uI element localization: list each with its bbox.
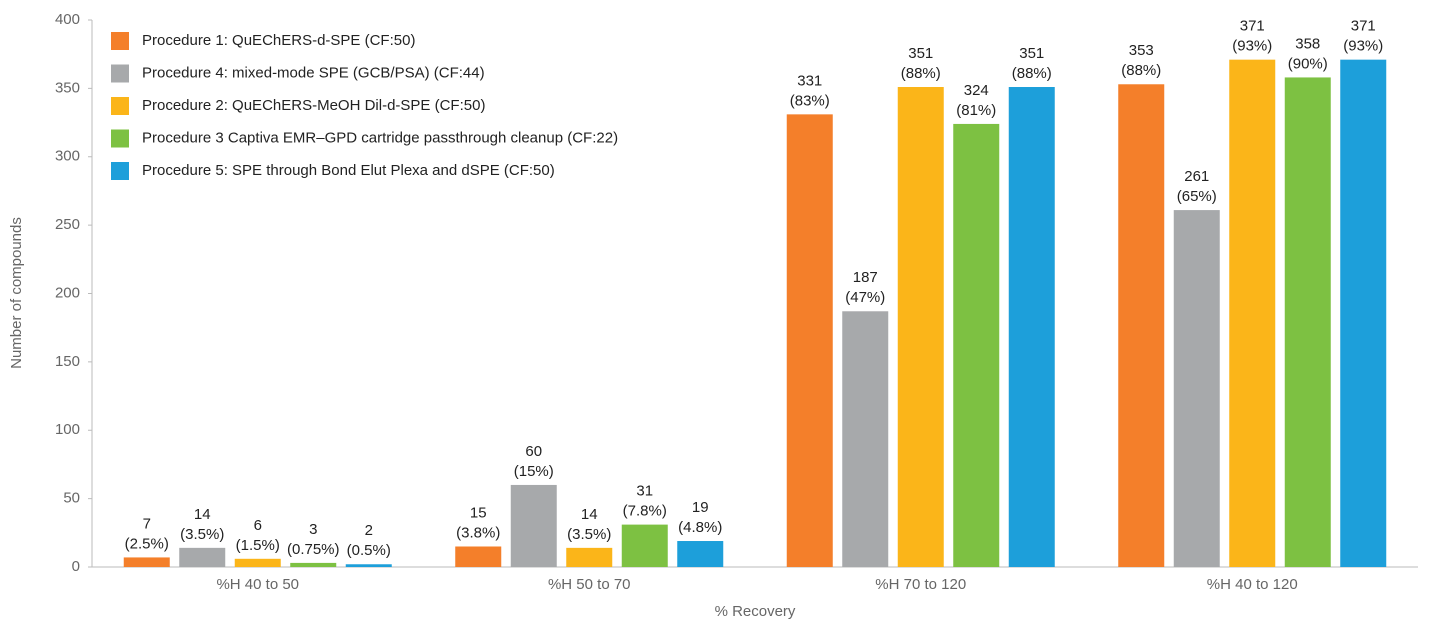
y-tick-label: 250 bbox=[55, 216, 80, 233]
data-label-percent: (2.5%) bbox=[125, 535, 169, 552]
bar bbox=[123, 557, 170, 567]
x-tick-label: %H 50 to 70 bbox=[548, 576, 631, 593]
bar bbox=[345, 564, 392, 567]
bar bbox=[1284, 77, 1331, 567]
legend-swatch bbox=[111, 32, 129, 50]
legend-swatch bbox=[111, 64, 129, 83]
data-label-percent: (3.8%) bbox=[456, 524, 500, 541]
data-label: 371 bbox=[1240, 18, 1265, 35]
legend-label: Procedure 4: mixed-mode SPE (GCB/PSA) (C… bbox=[142, 64, 485, 81]
data-label: 358 bbox=[1295, 35, 1320, 52]
legend-label: Procedure 5: SPE through Bond Elut Plexa… bbox=[142, 162, 555, 179]
bar bbox=[842, 311, 889, 567]
data-label-percent: (47%) bbox=[845, 289, 885, 306]
legend-swatch bbox=[111, 129, 129, 148]
bar bbox=[234, 558, 281, 567]
legend-swatch bbox=[111, 162, 129, 180]
bar bbox=[677, 541, 724, 567]
y-tick-label: 0 bbox=[72, 558, 80, 575]
y-axis-title: Number of compounds bbox=[8, 217, 25, 369]
data-label-percent: (3.5%) bbox=[180, 526, 224, 543]
legend-label: Procedure 1: QuEChERS-d-SPE (CF:50) bbox=[142, 32, 415, 49]
bar bbox=[1173, 210, 1220, 567]
data-label-percent: (7.8%) bbox=[623, 503, 667, 520]
bar bbox=[566, 547, 613, 567]
data-label: 6 bbox=[254, 517, 262, 534]
data-label-percent: (3.5%) bbox=[567, 526, 611, 543]
data-label-percent: (65%) bbox=[1177, 188, 1217, 205]
data-label-percent: (88%) bbox=[1121, 62, 1161, 79]
data-label: 15 bbox=[470, 504, 487, 521]
bar bbox=[510, 484, 557, 567]
data-label-percent: (93%) bbox=[1232, 38, 1272, 55]
data-label: 324 bbox=[964, 82, 989, 99]
bar bbox=[621, 524, 668, 567]
y-tick-label: 150 bbox=[55, 353, 80, 370]
x-tick-label: %H 40 to 120 bbox=[1207, 576, 1298, 593]
y-tick-label: 200 bbox=[55, 284, 80, 301]
data-label-percent: (81%) bbox=[956, 102, 996, 119]
bar bbox=[897, 87, 944, 567]
bar bbox=[786, 114, 833, 568]
bar bbox=[1229, 59, 1276, 567]
data-label-percent: (0.75%) bbox=[287, 541, 340, 558]
legend-swatch bbox=[111, 97, 129, 115]
data-label: 351 bbox=[1019, 45, 1044, 62]
data-label: 261 bbox=[1184, 168, 1209, 185]
bar bbox=[179, 547, 226, 567]
x-tick-label: %H 40 to 50 bbox=[216, 576, 299, 593]
data-label: 2 bbox=[365, 522, 373, 539]
y-tick-label: 100 bbox=[55, 421, 80, 438]
bar bbox=[290, 562, 337, 567]
data-label: 331 bbox=[797, 72, 822, 89]
data-label-percent: (88%) bbox=[1012, 65, 1052, 82]
y-tick-label: 350 bbox=[55, 79, 80, 96]
bar bbox=[455, 546, 502, 567]
y-tick-label: 50 bbox=[63, 490, 80, 507]
data-label: 3 bbox=[309, 521, 317, 538]
data-label: 60 bbox=[525, 443, 542, 460]
data-label: 19 bbox=[692, 499, 709, 516]
bar bbox=[953, 123, 1000, 568]
data-label: 14 bbox=[581, 506, 598, 523]
legend-label: Procedure 2: QuEChERS-MeOH Dil-d-SPE (CF… bbox=[142, 97, 485, 114]
data-label: 14 bbox=[194, 506, 211, 523]
x-tick-label: %H 70 to 120 bbox=[875, 576, 966, 593]
y-tick-label: 400 bbox=[55, 11, 80, 28]
data-label-percent: (88%) bbox=[901, 65, 941, 82]
data-label: 31 bbox=[636, 483, 653, 500]
x-axis-title: % Recovery bbox=[715, 603, 796, 620]
data-label-percent: (0.5%) bbox=[347, 542, 391, 559]
bar bbox=[1340, 59, 1387, 567]
y-tick-label: 300 bbox=[55, 148, 80, 165]
data-label-percent: (15%) bbox=[514, 463, 554, 480]
data-label: 351 bbox=[908, 45, 933, 62]
data-label: 187 bbox=[853, 269, 878, 286]
data-label: 371 bbox=[1351, 18, 1376, 35]
data-label-percent: (93%) bbox=[1343, 38, 1383, 55]
data-label: 353 bbox=[1129, 42, 1154, 59]
data-label: 7 bbox=[143, 515, 151, 532]
data-label-percent: (90%) bbox=[1288, 55, 1328, 72]
data-label-percent: (4.8%) bbox=[678, 519, 722, 536]
bar bbox=[1008, 87, 1055, 567]
data-label-percent: (83%) bbox=[790, 92, 830, 109]
bar bbox=[1118, 84, 1165, 568]
data-label-percent: (1.5%) bbox=[236, 537, 280, 554]
legend-label: Procedure 3 Captiva EMR–GPD cartridge pa… bbox=[142, 129, 618, 146]
